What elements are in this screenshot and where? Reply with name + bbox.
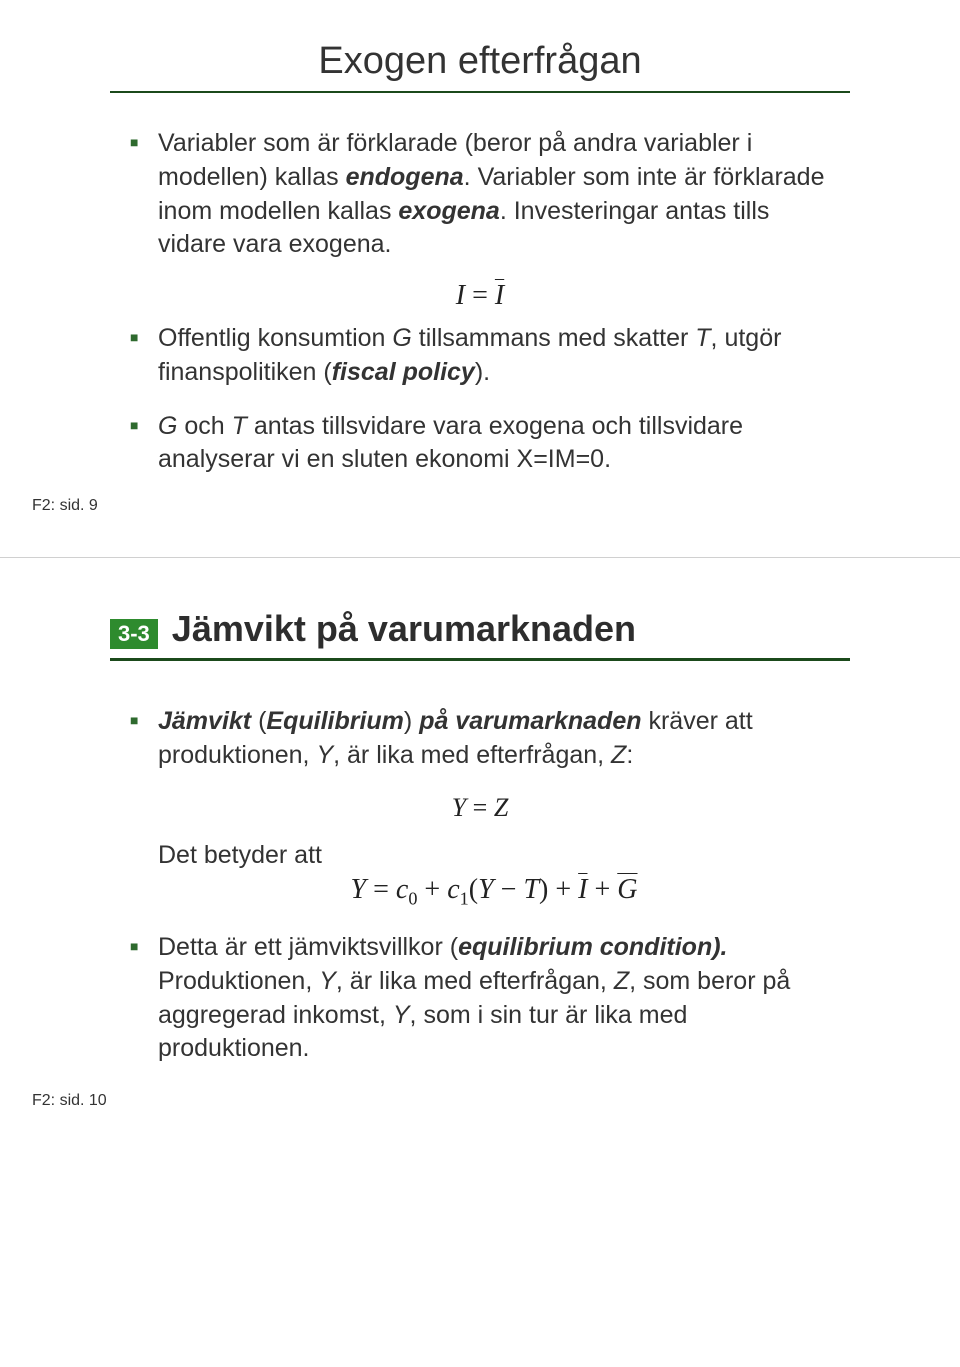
equation-I-equals-Ibar: I = I [130,282,830,310]
var-G: G [158,412,177,440]
equation-consumption: Y = c0 + c1(Y − T) + I + G [158,874,830,910]
var-T: T [232,412,247,440]
slide-title: Exogen efterfrågan [0,40,960,83]
text: Detta är ett jämviktsvillkor ( [158,933,458,961]
term-exogena: exogena [398,197,499,225]
page-footer: F2: sid. 10 [32,1092,107,1110]
var-Y: Y [319,967,336,995]
term-equilibrium-condition: equilibrium condition). [458,933,727,961]
var-Gbar: G [617,874,637,905]
text: : [626,741,633,769]
bullet-closed-economy: G och T antas tillsvidare vara exogena o… [130,410,830,478]
var-Y: Y [393,1001,410,1029]
text: ) [404,707,419,735]
bullet-equilibrium-def: Jämvikt (Equilibrium) på varumarknaden k… [130,705,830,773]
text: , är lika med efterfrågan, [336,967,614,995]
term-endogena: endogena [346,163,464,191]
term-equilibrium: Equilibrium [266,707,404,735]
var-c: c [396,874,408,905]
section-badge: 3-3 [110,619,158,649]
bullet-fiscal-policy: Offentlig konsumtion G tillsammans med s… [130,322,830,390]
slide-9: Exogen efterfrågan Variabler som är förk… [0,0,960,557]
term-fiscal-policy: fiscal policy [332,358,475,386]
var-T: T [523,874,539,905]
var-Y: Y [452,793,466,822]
slide-10: 3-3 Jämvikt på varumarknaden Jämvikt (Eq… [0,558,960,1146]
plus: + [548,874,578,905]
equals: = [466,793,494,822]
sub-1: 1 [460,888,469,908]
var-Z: Z [494,793,508,822]
var-T: T [695,324,710,352]
document: Exogen efterfrågan Variabler som är förk… [0,0,960,1146]
var-Y: Y [478,874,494,905]
minus: − [494,874,524,905]
term-pa-varumarknaden: på varumarknaden [419,707,641,735]
text: tillsammans med skatter [412,324,695,352]
var-I: I [456,280,465,311]
text: Produktionen, [158,967,319,995]
title-underline [110,91,850,93]
slide-content: Jämvikt (Equilibrium) på varumarknaden k… [130,705,830,1066]
equals: = [465,280,495,311]
rparen: ) [539,874,548,905]
var-G: G [392,324,411,352]
var-Y: Y [351,874,367,905]
plus: + [417,874,447,905]
equals: = [366,874,396,905]
text: ( [251,707,266,735]
var-c: c [447,874,459,905]
section-heading: 3-3 Jämvikt på varumarknaden [110,608,960,650]
var-Z: Z [614,967,629,995]
equation-Y-equals-Z: Y = Z [130,793,830,823]
text: och [177,412,231,440]
slide-content: Variabler som är förklarade (beror på an… [130,127,830,477]
page-footer: F2: sid. 9 [32,497,98,515]
section-underline [110,658,850,661]
plus: + [587,874,617,905]
text: ). [475,358,490,386]
var-Y: Y [316,741,333,769]
text: Offentlig konsumtion [158,324,392,352]
det-betyder-block: Det betyder att Y = c0 + c1(Y − T) + I +… [158,841,830,910]
lparen: ( [469,874,478,905]
text: , är lika med efterfrågan, [333,741,611,769]
var-Ibar: I [495,280,504,311]
term-jamvikt: Jämvikt [158,707,251,735]
section-title: Jämvikt på varumarknaden [172,608,636,650]
bullet-endogena-exogena: Variabler som är förklarade (beror på an… [130,127,830,262]
var-Z: Z [611,741,626,769]
det-betyder-label: Det betyder att [158,841,830,870]
bullet-equilibrium-condition: Detta är ett jämviktsvillkor (equilibriu… [130,931,830,1066]
